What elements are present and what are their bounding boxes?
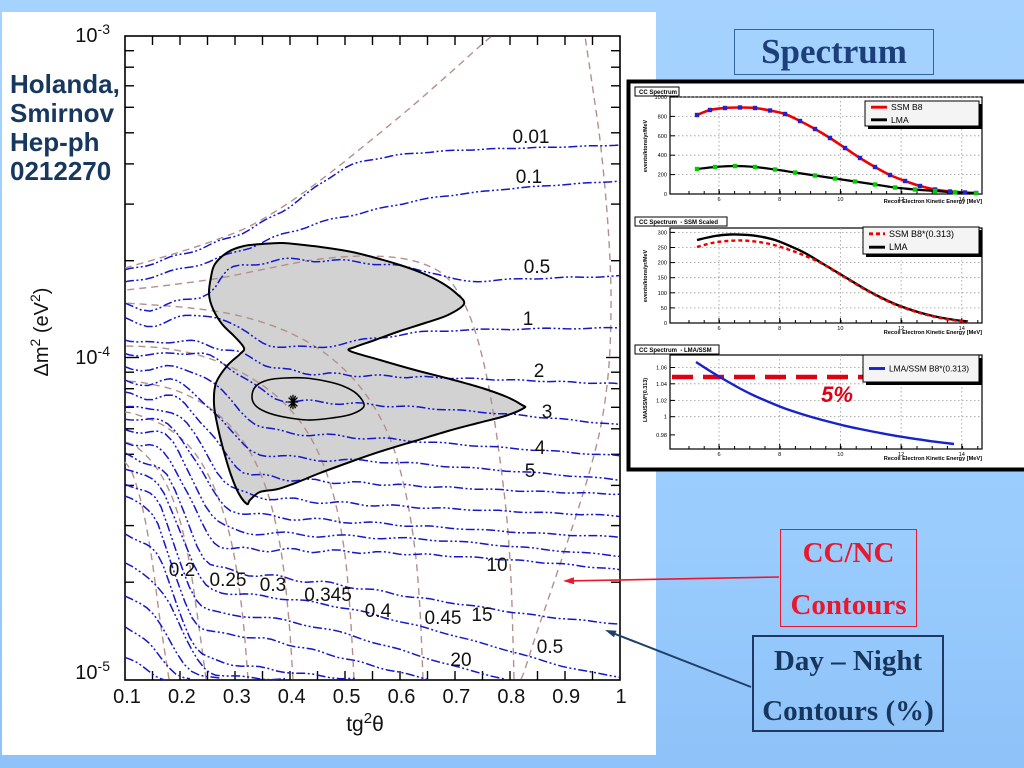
svg-text:0.2: 0.2	[169, 560, 195, 581]
svg-text:12: 12	[898, 452, 904, 458]
svg-text:400: 400	[658, 153, 667, 159]
svg-text:0.5: 0.5	[333, 686, 361, 708]
svg-text:0.4: 0.4	[278, 686, 306, 708]
svg-text:10-4: 10-4	[75, 343, 110, 369]
svg-text:200: 200	[658, 261, 667, 267]
svg-text:0.25: 0.25	[210, 570, 247, 591]
svg-text:300: 300	[658, 230, 667, 236]
svg-text:Recoil Electron Kinetic Energy: Recoil Electron Kinetic Energy [MeV]	[884, 199, 982, 205]
svg-text:10: 10	[837, 326, 843, 332]
svg-text:6: 6	[717, 452, 720, 458]
svg-text:0.3: 0.3	[260, 575, 286, 596]
svg-text:8: 8	[778, 452, 781, 458]
svg-text:0: 0	[664, 321, 667, 327]
svg-text:LMA/SSM B8*(0.313): LMA/SSM B8*(0.313)	[889, 364, 969, 374]
svg-text:0: 0	[664, 192, 667, 198]
svg-text:14: 14	[959, 326, 965, 332]
svg-text:0.4: 0.4	[365, 601, 392, 622]
svg-text:SSM B8: SSM B8	[891, 102, 923, 112]
svg-text:0.345: 0.345	[304, 585, 352, 606]
svg-text:0.1: 0.1	[516, 167, 542, 188]
svg-text:800: 800	[658, 114, 667, 120]
svg-text:1: 1	[664, 415, 667, 421]
svg-text:2: 2	[534, 361, 545, 382]
svg-text:4: 4	[535, 438, 546, 459]
svg-text:LMA: LMA	[891, 115, 909, 125]
svg-text:50: 50	[661, 306, 667, 312]
svg-text:15: 15	[471, 605, 492, 626]
svg-text:0.6: 0.6	[388, 686, 416, 708]
svg-text:tg2θ: tg2θ	[346, 710, 384, 736]
svg-text:14: 14	[959, 197, 965, 203]
svg-text:10-5: 10-5	[75, 658, 110, 684]
svg-text:12: 12	[898, 197, 904, 203]
svg-text:5%: 5%	[821, 382, 853, 407]
svg-text:events/ktons/yr/MeV: events/ktons/yr/MeV	[643, 120, 649, 173]
svg-text:0.3: 0.3	[223, 686, 251, 708]
svg-text:8: 8	[778, 197, 781, 203]
svg-text:6: 6	[717, 197, 720, 203]
svg-text:1.02: 1.02	[656, 398, 667, 404]
svg-text:6: 6	[717, 326, 720, 332]
svg-text:0.2: 0.2	[168, 686, 196, 708]
svg-text:14: 14	[959, 452, 965, 458]
svg-text:SSM B8*(0.313): SSM B8*(0.313)	[889, 229, 954, 239]
svg-text:1.04: 1.04	[656, 382, 667, 388]
svg-text:10-3: 10-3	[75, 21, 110, 47]
svg-text:0.98: 0.98	[656, 433, 667, 439]
svg-text:0.45: 0.45	[425, 608, 462, 629]
svg-text:LMA: LMA	[889, 242, 908, 252]
svg-text:CC Spectrum: CC Spectrum	[639, 90, 677, 96]
svg-text:3: 3	[542, 402, 553, 423]
svg-text:CC Spectrum - LMA/SSM: CC Spectrum - LMA/SSM	[639, 348, 712, 354]
svg-text:0.5: 0.5	[524, 257, 550, 278]
svg-text:200: 200	[658, 173, 667, 179]
svg-text:100: 100	[658, 291, 667, 297]
svg-text:Recoil Electron Kinetic Energy: Recoil Electron Kinetic Energy [MeV]	[884, 456, 982, 462]
svg-text:1000: 1000	[655, 95, 667, 101]
svg-text:5: 5	[525, 461, 536, 482]
svg-text:0.5: 0.5	[537, 637, 563, 658]
svg-text:250: 250	[658, 246, 667, 252]
svg-text:Recoil Electron Kinetic Energy: Recoil Electron Kinetic Energy [MeV]	[884, 330, 982, 336]
svg-text:150: 150	[658, 276, 667, 282]
svg-text:Δm2 (eV2): Δm2 (eV2)	[27, 288, 53, 377]
svg-text:CC Spectrum - SSM Scaled: CC Spectrum - SSM Scaled	[639, 220, 718, 226]
svg-text:10: 10	[486, 555, 507, 576]
svg-text:1: 1	[523, 309, 534, 330]
svg-text:10: 10	[837, 452, 843, 458]
svg-text:0.01: 0.01	[513, 127, 550, 148]
svg-text:1: 1	[616, 686, 627, 708]
svg-text:0.8: 0.8	[497, 686, 525, 708]
svg-text:events/ktons/yr/MeV: events/ktons/yr/MeV	[643, 250, 649, 303]
svg-text:600: 600	[658, 134, 667, 140]
svg-text:12: 12	[898, 326, 904, 332]
svg-text:1.06: 1.06	[656, 366, 667, 372]
svg-text:20: 20	[450, 650, 471, 671]
svg-text:0.7: 0.7	[442, 686, 470, 708]
svg-text:10: 10	[837, 197, 843, 203]
svg-text:8: 8	[778, 326, 781, 332]
svg-text:0.1: 0.1	[113, 686, 141, 708]
svg-text:0.9: 0.9	[552, 686, 580, 708]
svg-text:LMA/SSM*(0.313): LMA/SSM*(0.313)	[643, 378, 649, 422]
